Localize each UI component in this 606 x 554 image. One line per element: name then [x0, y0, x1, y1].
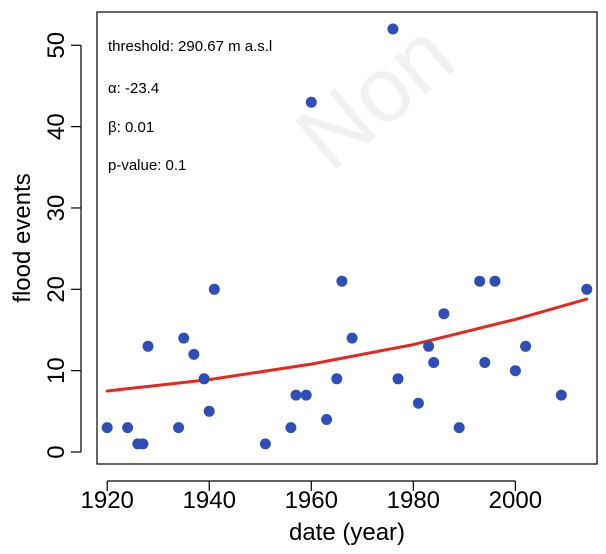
data-point [198, 373, 210, 385]
watermark-text: Non [278, 3, 473, 190]
data-point [438, 308, 450, 320]
y-tick-label: 10 [43, 357, 70, 384]
x-tick-label: 2000 [489, 487, 542, 514]
data-point [259, 438, 271, 450]
x-tick-label: 1960 [285, 487, 338, 514]
stat-annotation: α: -23.4 [108, 80, 159, 97]
data-point [581, 283, 593, 295]
watermark-layer: Non [278, 3, 473, 190]
annotation-layer: threshold: 290.67 m a.s.l α: -23.4 β: 0.01… [108, 38, 272, 174]
data-point [453, 422, 465, 434]
data-point [305, 96, 317, 108]
data-point [331, 373, 343, 385]
points-layer [101, 23, 593, 450]
data-point [489, 275, 501, 287]
stat-annotation: p-value: 0.1 [108, 157, 186, 174]
trend-layer [105, 297, 589, 393]
data-point [412, 397, 424, 409]
data-point [387, 23, 399, 35]
y-tick-label: 40 [43, 113, 70, 140]
data-point [346, 332, 358, 344]
data-point [173, 422, 185, 434]
x-axis: 1920 1940 1960 1980 2000 [81, 480, 542, 514]
data-point [285, 422, 297, 434]
trend-line [105, 297, 589, 393]
data-point [208, 283, 220, 295]
x-tick-label: 1920 [81, 487, 134, 514]
x-tick-label: 1980 [387, 487, 440, 514]
y-tick-label: 20 [43, 276, 70, 303]
x-axis-title: date (year) [289, 519, 405, 546]
data-point [142, 340, 154, 352]
data-point [188, 348, 200, 360]
data-point [423, 340, 435, 352]
x-tick-label: 1940 [183, 487, 236, 514]
data-point [137, 438, 149, 450]
y-tick-label: 50 [43, 32, 70, 59]
data-point [122, 422, 134, 434]
y-tick-label: 30 [43, 195, 70, 222]
data-point [520, 340, 532, 352]
data-point [474, 275, 486, 287]
plot-frame [96, 11, 598, 465]
data-point [392, 373, 404, 385]
stat-annotation: threshold: 290.67 m a.s.l [108, 38, 272, 55]
data-point [203, 405, 215, 417]
data-point [509, 365, 521, 377]
data-point [101, 422, 113, 434]
y-axis-title: flood events [9, 173, 36, 302]
data-point [428, 357, 440, 368]
data-point [479, 357, 491, 368]
stat-annotation: β: 0.01 [108, 119, 154, 136]
y-axis: 0 10 20 30 40 50 [43, 32, 82, 459]
data-point [290, 389, 302, 401]
data-point [555, 389, 567, 401]
y-tick-label: 0 [43, 445, 70, 458]
data-point [300, 389, 312, 401]
data-point [178, 332, 190, 344]
data-point [321, 414, 333, 425]
data-point [336, 275, 348, 287]
